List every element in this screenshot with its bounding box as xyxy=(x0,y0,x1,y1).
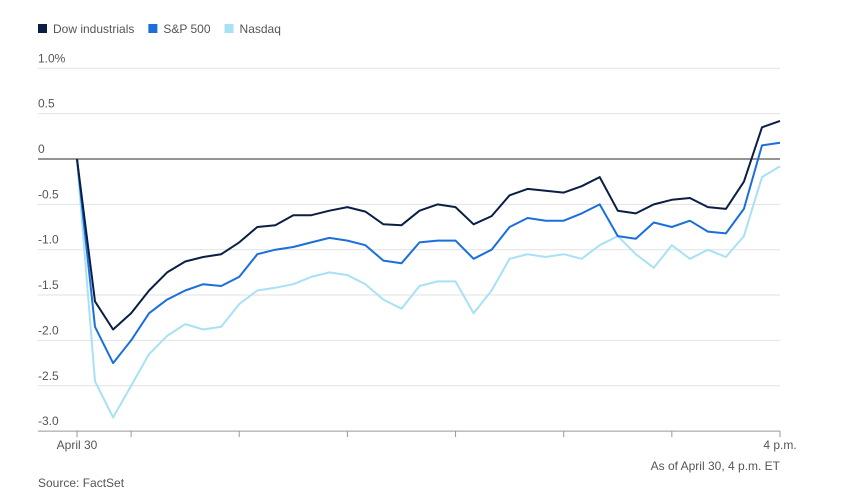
legend-swatch xyxy=(38,24,47,33)
x-tick-label: April 30 xyxy=(57,438,98,452)
legend-label: Nasdaq xyxy=(240,22,281,36)
x-tick-label: 4 p.m. xyxy=(763,438,796,452)
y-tick-label: 0.5 xyxy=(38,97,55,111)
y-tick-label: -1.0 xyxy=(38,233,59,247)
legend-label: Dow industrials xyxy=(53,22,134,36)
y-tick-label: 0 xyxy=(38,142,45,156)
note: As of April 30, 4 p.m. ET xyxy=(651,459,781,473)
y-tick-label: -3.0 xyxy=(38,414,59,428)
legend-swatch xyxy=(224,24,234,33)
series-line xyxy=(76,158,781,419)
y-tick-label: -1.5 xyxy=(38,278,59,292)
y-tick-label: -2.5 xyxy=(38,369,59,383)
series-line xyxy=(76,119,781,331)
y-tick-label: -0.5 xyxy=(38,187,59,201)
series-line xyxy=(76,141,781,365)
y-tick-label: 1.0% xyxy=(38,51,66,65)
source: Source: FactSet xyxy=(38,476,125,490)
y-tick-label: -2.0 xyxy=(38,323,59,337)
legend-swatch xyxy=(148,24,158,33)
legend-label: S&P 500 xyxy=(163,22,210,36)
